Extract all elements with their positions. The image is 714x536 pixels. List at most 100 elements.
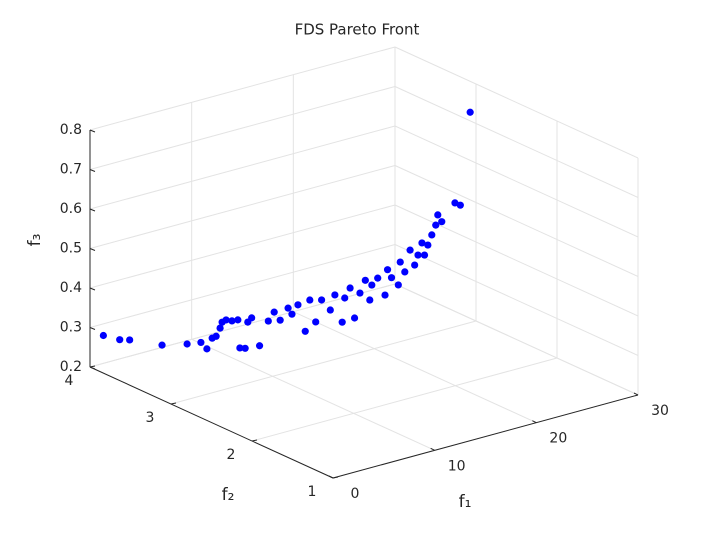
tick-mark	[89, 327, 96, 330]
point	[126, 336, 134, 344]
grid-line	[170, 320, 477, 405]
point	[306, 296, 314, 304]
point	[216, 324, 224, 332]
point	[301, 327, 309, 335]
point	[338, 318, 346, 326]
point	[116, 336, 124, 344]
point	[466, 108, 474, 116]
grid-line	[251, 357, 558, 442]
point	[241, 344, 249, 352]
point	[396, 258, 404, 266]
grid-line	[89, 165, 396, 249]
z-tick-label: 0.5	[60, 241, 82, 257]
point	[270, 308, 278, 316]
point	[222, 316, 230, 324]
tick-mark	[170, 402, 177, 405]
x-tick-label: 10	[448, 458, 466, 474]
grid-line	[89, 46, 396, 131]
y-tick-label: 2	[227, 447, 236, 463]
chart-title: FDS Pareto Front	[295, 21, 420, 39]
z-tick-label: 0.4	[60, 280, 82, 296]
point	[264, 317, 272, 325]
point	[248, 314, 256, 322]
point	[414, 251, 422, 259]
point	[428, 231, 436, 239]
point	[288, 310, 296, 318]
y-tick-label: 3	[146, 410, 155, 426]
point	[183, 340, 191, 348]
point	[401, 268, 409, 276]
tick-mark	[532, 420, 537, 424]
point	[276, 316, 284, 324]
point	[456, 201, 464, 209]
point	[234, 316, 242, 324]
point	[346, 284, 354, 292]
z-tick-label: 0.3	[60, 320, 82, 336]
tick-mark	[89, 287, 96, 291]
grid-line	[394, 86, 639, 198]
point	[438, 218, 446, 226]
point	[294, 301, 302, 309]
z-axis-label: f₃	[25, 234, 45, 247]
grid-line	[89, 204, 396, 289]
tick-mark	[89, 208, 96, 212]
tick-mark	[89, 366, 96, 370]
x-axis-label: f₁	[459, 492, 472, 512]
point	[331, 291, 339, 299]
grid-line	[89, 125, 396, 210]
tick-mark	[89, 129, 96, 133]
tick-mark	[89, 248, 96, 251]
point	[418, 239, 426, 247]
point	[420, 251, 429, 259]
tick-mark	[251, 439, 258, 442]
point	[284, 304, 292, 312]
point	[434, 211, 442, 219]
point	[212, 332, 220, 340]
point	[255, 342, 264, 350]
y-axis	[89, 366, 334, 479]
point	[361, 276, 369, 284]
grid-line	[394, 125, 639, 238]
point	[341, 294, 349, 302]
tick-mark	[430, 447, 435, 451]
point	[99, 331, 107, 340]
z-tick-label: 0.2	[60, 359, 82, 375]
tick-mark	[328, 475, 334, 479]
point	[451, 199, 459, 207]
z-tick-label: 0.6	[60, 201, 82, 217]
point	[228, 317, 236, 325]
point	[356, 289, 364, 297]
x-tick-label: 30	[651, 403, 669, 419]
point	[368, 281, 376, 289]
y-axis-label: f₂	[222, 485, 235, 505]
grid-line	[394, 165, 639, 277]
point	[411, 261, 419, 269]
point	[236, 344, 244, 352]
grid-line	[293, 311, 537, 424]
grid-line	[89, 283, 396, 368]
z-tick-label: 0.8	[60, 122, 82, 138]
point	[387, 274, 396, 282]
point	[312, 318, 320, 326]
point	[406, 246, 414, 254]
point	[158, 341, 166, 349]
grid-line	[89, 86, 396, 170]
x-tick-label: 0	[351, 486, 360, 502]
y-tick-label: 1	[308, 484, 317, 500]
point	[350, 314, 359, 322]
point	[394, 281, 402, 289]
grid-line	[394, 204, 639, 317]
point	[203, 345, 211, 353]
x-axis	[332, 394, 639, 479]
grid-line	[191, 338, 435, 451]
x-tick-label: 20	[549, 431, 567, 447]
point	[317, 296, 326, 304]
grid-line	[394, 46, 639, 159]
tick-mark	[89, 169, 96, 172]
point	[383, 266, 392, 274]
point	[374, 274, 382, 282]
point	[424, 241, 432, 249]
grid-line	[89, 244, 396, 328]
point	[381, 291, 389, 299]
